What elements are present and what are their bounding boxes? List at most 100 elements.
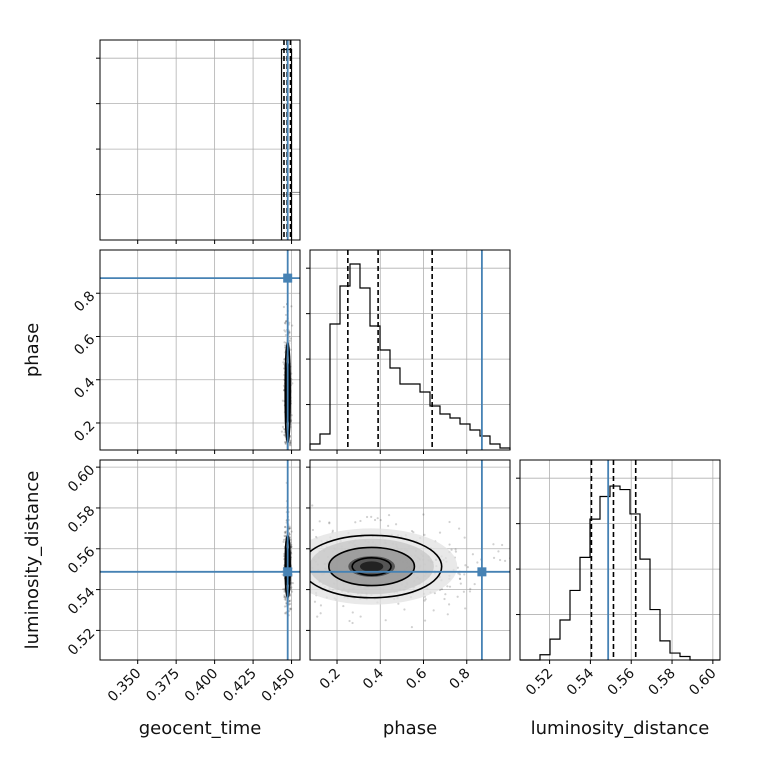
xtick-label-luminosity_distance: 0.60 — [686, 666, 719, 699]
sample-point — [289, 602, 292, 606]
sample-point — [281, 399, 284, 402]
sample-point — [290, 545, 293, 549]
contour-line — [310, 534, 443, 599]
sample-point — [283, 434, 286, 437]
xtick-label-luminosity_distance: 0.54 — [564, 665, 597, 698]
ytick-label-phase: 0.4 — [71, 375, 98, 402]
sample-point — [301, 617, 303, 619]
sample-point — [468, 590, 472, 593]
ytick-label-phase: 0.6 — [71, 331, 98, 358]
sample-point — [289, 444, 292, 447]
sample-point — [443, 597, 446, 601]
sample-point — [311, 528, 315, 532]
sample-point — [306, 609, 308, 611]
sample-point — [423, 619, 427, 622]
sample-point — [304, 568, 306, 570]
ytick-label-luminosity_distance: 0.56 — [65, 544, 98, 577]
sample-point — [306, 550, 308, 552]
sample-point — [289, 439, 292, 443]
sample-point — [448, 543, 451, 546]
sample-point — [290, 530, 293, 533]
sample-point — [289, 441, 292, 444]
sample-point — [410, 626, 414, 629]
truth-marker — [477, 567, 487, 577]
xtick-label-luminosity_distance: 0.52 — [523, 666, 556, 699]
sample-point — [319, 612, 322, 615]
sample-point — [290, 545, 293, 548]
sample-point — [397, 602, 400, 605]
ytick-label-luminosity_distance: 0.54 — [65, 585, 98, 618]
sample-point — [476, 561, 479, 564]
sample-point — [288, 527, 291, 530]
ytick-label-luminosity_distance: 0.60 — [65, 462, 98, 495]
sample-point — [283, 612, 287, 615]
sample-point — [503, 559, 507, 562]
sample-point — [291, 382, 294, 385]
panel-frame-geocent_time-luminosity_distance — [99, 459, 301, 661]
sample-point — [289, 442, 292, 445]
sample-point — [456, 595, 459, 598]
sample-point — [464, 564, 467, 567]
sample-point — [283, 433, 286, 437]
sample-point — [282, 363, 286, 366]
sample-point — [290, 590, 294, 593]
sample-point — [348, 619, 351, 623]
sample-point — [288, 331, 291, 334]
sample-point — [458, 577, 462, 580]
panel-frame-geocent_time-phase — [99, 249, 301, 451]
sample-point — [412, 531, 415, 534]
sample-point — [289, 607, 293, 610]
sample-point — [463, 573, 466, 576]
sample-point — [351, 611, 354, 614]
sample-point — [284, 334, 288, 337]
panel-bg-geocent_time-geocent_time — [100, 40, 300, 240]
panel-content-geocent_time-phase — [100, 250, 300, 459]
sample-point — [283, 595, 287, 598]
sample-point — [283, 344, 287, 347]
sample-point — [290, 414, 293, 417]
xtick-label-phase: 0.4 — [360, 665, 387, 692]
sample-point — [492, 543, 495, 546]
sample-point — [501, 543, 504, 547]
sample-point — [422, 513, 425, 516]
panel-frame-phase-phase — [309, 249, 511, 451]
sample-point — [284, 320, 288, 323]
xtick-label-phase: 0.8 — [447, 666, 474, 693]
sample-point — [448, 585, 452, 588]
sample-point — [376, 517, 379, 520]
panel-content-geocent_time-luminosity_distance — [100, 460, 300, 660]
sample-point — [289, 527, 292, 530]
xtick-label-geocent_time: 0.350 — [105, 666, 145, 706]
sample-point — [351, 621, 354, 625]
contour-line — [351, 557, 392, 577]
ytick-label-phase: 0.2 — [71, 418, 98, 445]
sample-point — [283, 595, 286, 599]
sample-point — [301, 579, 303, 581]
sample-point — [331, 529, 334, 532]
sample-point — [288, 607, 292, 610]
histogram-phase — [309, 263, 511, 450]
sample-point — [313, 600, 317, 603]
sample-point — [282, 427, 285, 430]
sample-point — [283, 598, 286, 601]
sample-point — [307, 561, 309, 563]
sample-point — [302, 561, 304, 563]
sample-point — [286, 457, 288, 459]
sample-point — [289, 442, 292, 445]
panel-bg-phase-phase — [310, 250, 510, 450]
sample-point — [284, 532, 287, 535]
truth-marker — [283, 567, 293, 577]
sample-point — [498, 558, 502, 562]
sample-point — [387, 513, 391, 517]
sample-point — [290, 581, 293, 584]
sample-point — [280, 430, 284, 433]
sample-point — [289, 348, 292, 351]
sample-point — [289, 538, 292, 542]
sample-point — [448, 520, 451, 524]
panel-frame-geocent_time-geocent_time — [99, 39, 301, 241]
sample-point — [285, 457, 287, 459]
truth-marker — [283, 273, 293, 283]
sample-point — [302, 527, 304, 529]
sample-point — [328, 521, 331, 524]
